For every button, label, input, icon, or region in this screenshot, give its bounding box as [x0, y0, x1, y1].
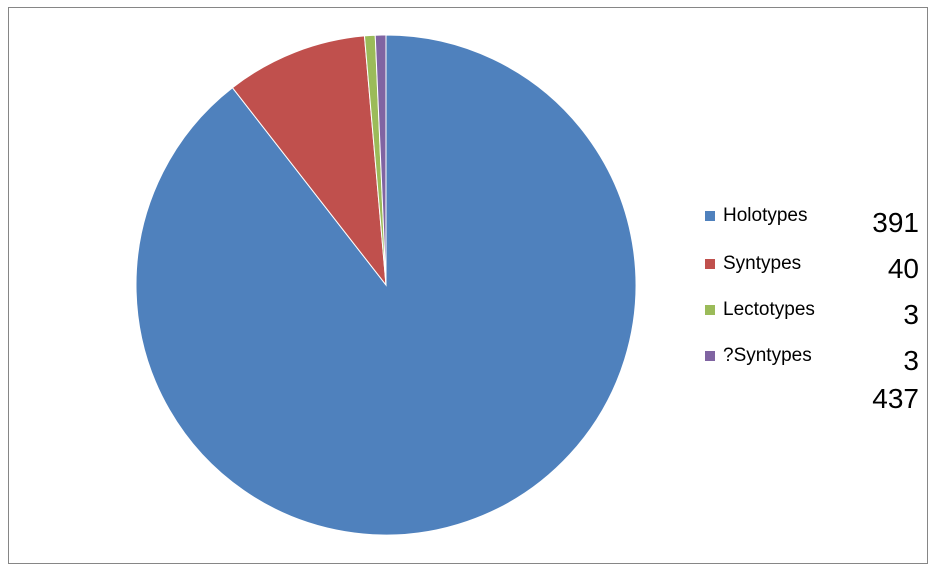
legend-swatch-lectotypes [705, 305, 715, 315]
legend-label-lectotypes: Lectotypes [723, 299, 815, 320]
legend-label-q-syntypes: ?Syntypes [723, 345, 812, 366]
count-lectotypes: 3 [903, 299, 919, 330]
count-q-syntypes: 3 [903, 345, 919, 376]
count-holotypes: 391 [872, 207, 919, 238]
pie-slice-syntypes [374, 34, 387, 286]
legend-label-holotypes: Holotypes [723, 205, 808, 226]
legend-swatch-q-syntypes [705, 351, 715, 361]
legend-label-syntypes: Syntypes [723, 253, 802, 274]
chart-frame: Holotypes Syntypes Lectotypes ?Syntypes … [8, 7, 928, 564]
count-total: 437 [872, 383, 919, 414]
legend-swatch-syntypes [705, 259, 715, 269]
pie-chart [135, 34, 637, 536]
pie-slice-syntypes [231, 35, 387, 287]
legend-swatch-holotypes [705, 211, 715, 221]
count-syntypes: 40 [887, 253, 919, 284]
